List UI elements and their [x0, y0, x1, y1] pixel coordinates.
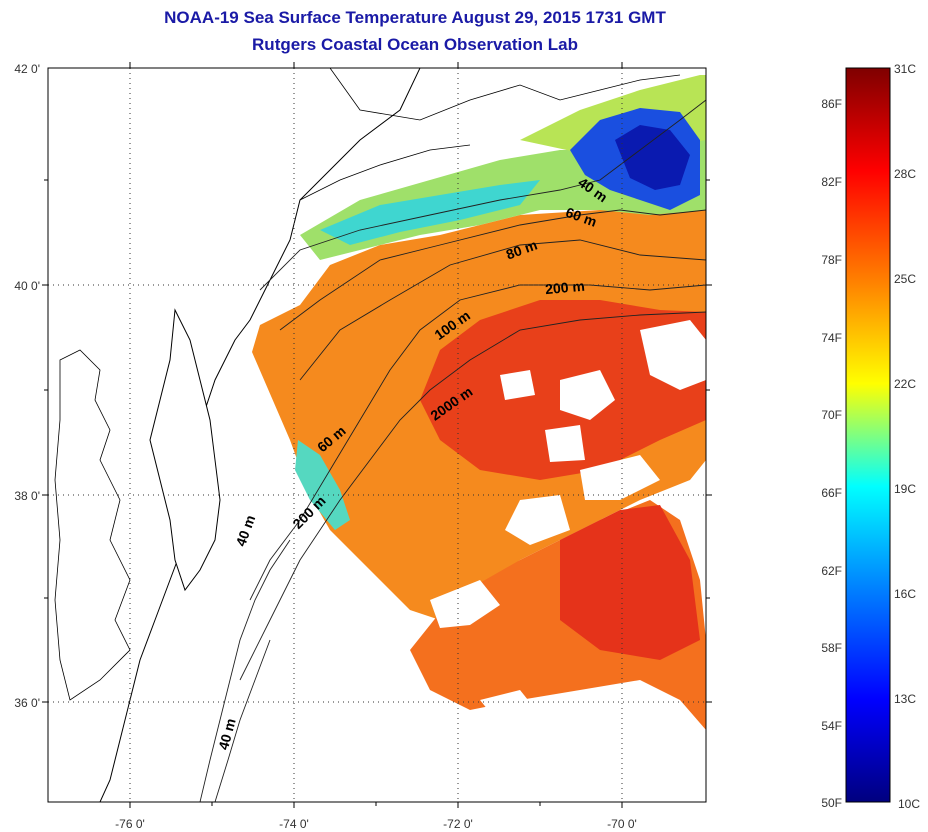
cloud-mask	[640, 320, 706, 390]
colorbar-f-label: 66F	[821, 486, 842, 500]
colorbar-f-label: 58F	[821, 641, 842, 655]
isobath-40m	[259, 99, 706, 291]
lon-tick-label: -72 0'	[443, 817, 473, 831]
colorbar-f-label: 82F	[821, 175, 842, 189]
lat-tick-label: 42 0'	[14, 62, 40, 76]
colorbar-c-label: 25C	[894, 272, 916, 286]
colorbar-c-label: 31C	[894, 62, 916, 76]
colorbar-c-label: 28C	[894, 167, 916, 181]
colorbar-c-label: 10C	[898, 797, 920, 811]
isobath-2000m	[239, 311, 706, 681]
lon-tick-label: -76 0'	[115, 817, 145, 831]
colorbar-f-label: 70F	[821, 408, 842, 422]
lat-tick-label: 36 0'	[14, 696, 40, 710]
map-title: NOAA-19 Sea Surface Temperature August 2…	[164, 8, 666, 27]
isobath-60m	[279, 209, 706, 331]
isobath-label: 40 m	[215, 717, 239, 752]
lat-tick-label: 38 0'	[14, 489, 40, 503]
colorbar-f-label: 50F	[821, 796, 842, 810]
colorbar-f-label: 86F	[821, 97, 842, 111]
lon-tick-label: -70 0'	[607, 817, 637, 831]
colorbar-c-label: 19C	[894, 482, 916, 496]
colorbar-f-label: 54F	[821, 719, 842, 733]
colorbar-f-label: 62F	[821, 564, 842, 578]
frame-ticks	[42, 62, 712, 808]
colorbar-c-label: 16C	[894, 587, 916, 601]
map-area: 40 m 60 m 80 m 200 m 100 m 2000 m 60 m 2…	[48, 68, 706, 802]
temperature-colorbar	[845, 67, 891, 803]
colorbar-c-label: 22C	[894, 377, 916, 391]
colorbar-f-label: 78F	[821, 253, 842, 267]
colorbar-f-label: 74F	[821, 331, 842, 345]
isobath-80m	[299, 239, 706, 381]
isobath-200m	[249, 284, 706, 601]
lat-tick-label: 40 0'	[14, 279, 40, 293]
map-frame	[47, 67, 707, 803]
map-subtitle: Rutgers Coastal Ocean Observation Lab	[252, 35, 578, 54]
colorbar-c-label: 13C	[894, 692, 916, 706]
lon-tick-label: -74 0'	[279, 817, 309, 831]
isobath-label: 200 m	[544, 278, 585, 297]
